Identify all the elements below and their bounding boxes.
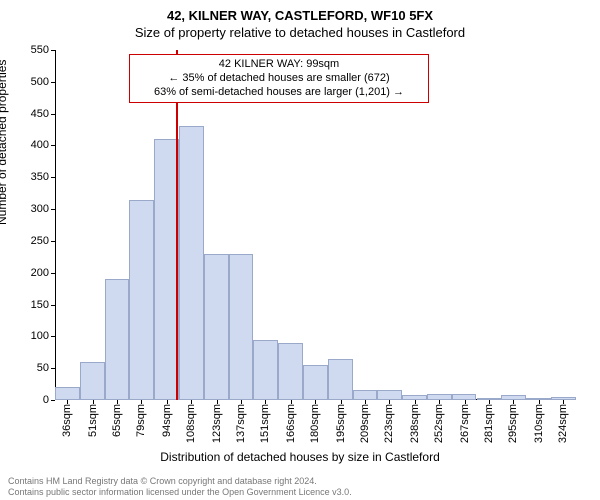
y-tick-label: 0 (9, 394, 49, 406)
x-tick-label: 209sqm (359, 404, 371, 443)
x-tick-label: 151sqm (259, 404, 271, 443)
y-axis-line (55, 50, 56, 400)
y-tick-label: 100 (9, 330, 49, 342)
y-tick-label: 300 (9, 203, 49, 215)
y-tick-mark (51, 177, 55, 178)
x-tick-label: 137sqm (235, 404, 247, 443)
x-tick-label: 267sqm (459, 404, 471, 443)
footer-text: Contains HM Land Registry data © Crown c… (8, 476, 592, 498)
y-tick-label: 450 (9, 108, 49, 120)
histogram-bar (328, 359, 353, 400)
y-tick-mark (51, 241, 55, 242)
histogram-bar (253, 340, 278, 400)
histogram-bar (80, 362, 105, 400)
y-tick-mark (51, 368, 55, 369)
histogram-bar (179, 126, 204, 400)
histogram-bar (55, 387, 80, 400)
histogram-bar (427, 394, 452, 400)
histogram-bar (303, 365, 328, 400)
histogram-bar (105, 279, 130, 400)
y-tick-mark (51, 209, 55, 210)
x-tick-label: 195sqm (335, 404, 347, 443)
histogram-bar (278, 343, 303, 400)
x-tick-label: 295sqm (507, 404, 519, 443)
y-tick-mark (51, 400, 55, 401)
y-tick-mark (51, 114, 55, 115)
x-tick-label: 281sqm (483, 404, 495, 443)
histogram-bar (477, 398, 502, 400)
y-tick-mark (51, 305, 55, 306)
y-tick-label: 200 (9, 267, 49, 279)
x-tick-label: 108sqm (185, 404, 197, 443)
x-axis-label: Distribution of detached houses by size … (0, 450, 600, 464)
histogram-bar (551, 397, 576, 400)
histogram-bar (501, 395, 526, 400)
annotation-line: 42 KILNER WAY: 99sqm (138, 58, 420, 72)
y-tick-label: 550 (9, 44, 49, 56)
x-tick-label: 123sqm (211, 404, 223, 443)
x-tick-label: 180sqm (309, 404, 321, 443)
y-tick-mark (51, 336, 55, 337)
y-tick-label: 400 (9, 139, 49, 151)
y-tick-label: 350 (9, 171, 49, 183)
y-tick-mark (51, 50, 55, 51)
histogram-bar (129, 200, 154, 400)
x-tick-label: 223sqm (383, 404, 395, 443)
histogram-bar (402, 395, 427, 400)
y-tick-label: 250 (9, 235, 49, 247)
footer-line1: Contains HM Land Registry data © Crown c… (8, 476, 317, 486)
x-tick-label: 65sqm (111, 404, 123, 437)
histogram-bar (229, 254, 254, 400)
y-tick-label: 50 (9, 362, 49, 374)
x-tick-label: 94sqm (161, 404, 173, 437)
histogram-bar (526, 398, 551, 400)
y-tick-label: 150 (9, 299, 49, 311)
histogram-bar (204, 254, 229, 400)
x-tick-label: 36sqm (61, 404, 73, 437)
histogram-bar (353, 390, 378, 400)
footer-line2: Contains public sector information licen… (8, 487, 352, 497)
annotation-line: ← 35% of detached houses are smaller (67… (138, 72, 420, 86)
chart-container: 42, KILNER WAY, CASTLEFORD, WF10 5FX Siz… (0, 0, 600, 500)
page-title: 42, KILNER WAY, CASTLEFORD, WF10 5FX (0, 0, 600, 23)
y-axis-label: Number of detached properties (0, 60, 9, 225)
histogram-bar (452, 394, 477, 400)
histogram-bar (377, 390, 402, 400)
y-tick-mark (51, 82, 55, 83)
y-tick-mark (51, 145, 55, 146)
x-tick-label: 79sqm (135, 404, 147, 437)
plot-area: 05010015020025030035040045050055036sqm51… (55, 50, 575, 400)
y-tick-mark (51, 273, 55, 274)
annotation-box: 42 KILNER WAY: 99sqm← 35% of detached ho… (129, 54, 429, 103)
x-tick-label: 252sqm (433, 404, 445, 443)
y-tick-label: 500 (9, 76, 49, 88)
page-subtitle: Size of property relative to detached ho… (0, 23, 600, 40)
plot-region: 05010015020025030035040045050055036sqm51… (55, 50, 575, 400)
x-tick-label: 324sqm (557, 404, 569, 443)
x-tick-label: 310sqm (533, 404, 545, 443)
x-tick-label: 51sqm (87, 404, 99, 437)
x-tick-label: 166sqm (285, 404, 297, 443)
annotation-line: 63% of semi-detached houses are larger (… (138, 86, 420, 100)
x-tick-label: 238sqm (409, 404, 421, 443)
